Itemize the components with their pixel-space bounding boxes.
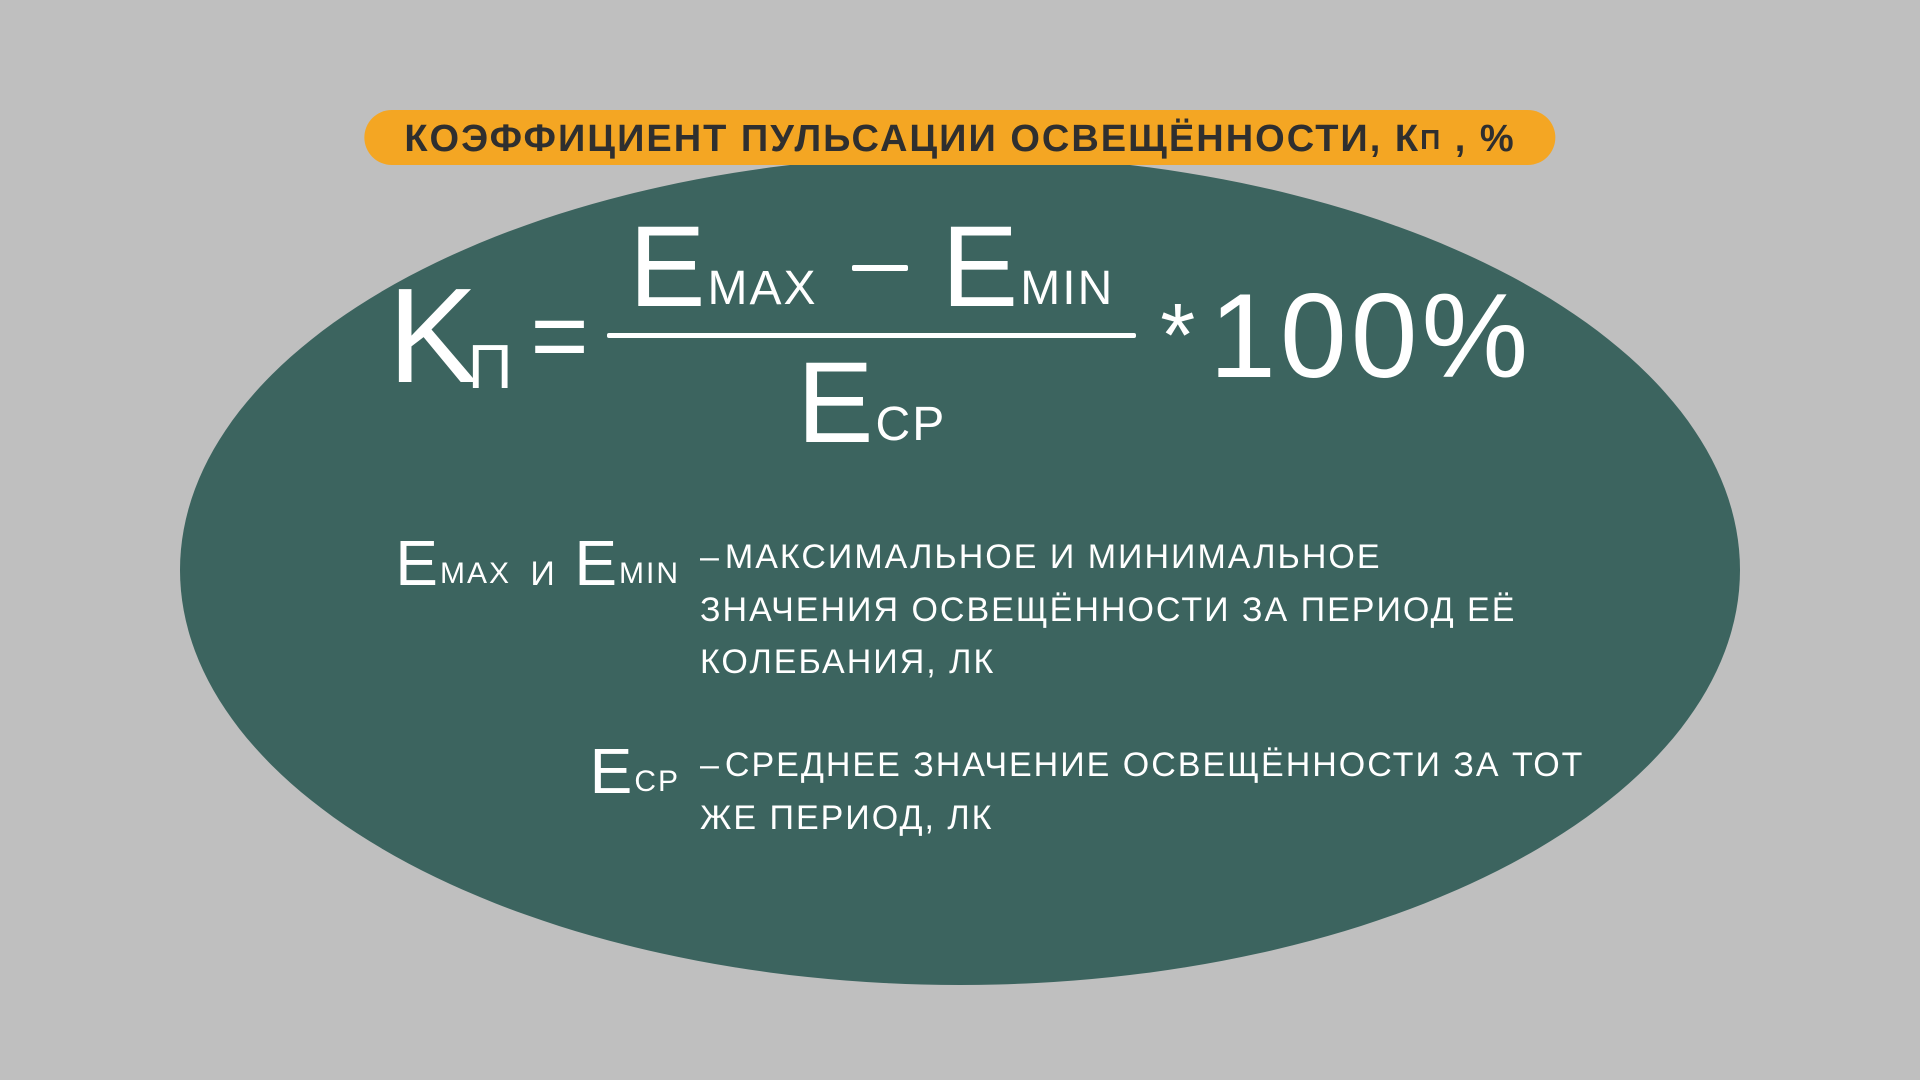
K-subscript: П [468, 333, 513, 402]
legend-Emin-sym: E [574, 527, 617, 599]
title-banner: КОЭФФИЦИЕНТ ПУЛЬСАЦИИ ОСВЕЩЁННОСТИ, КП ,… [364, 110, 1555, 165]
legend-row2-term: EСР [300, 739, 680, 844]
title-tail: , % [1442, 118, 1515, 160]
legend-Ecp-sym: E [590, 735, 633, 807]
E-cp-symbol: E [797, 339, 874, 467]
numerator: EMAX EMIN [607, 210, 1136, 325]
legend-Emax-sub: MAX [440, 557, 511, 590]
fraction-bar [607, 333, 1136, 338]
legend-Ecp-sub: СР [634, 765, 680, 798]
formula: KП = EMAX EMIN EСР * 100% [260, 210, 1660, 461]
legend-row1-def: МАКСИМАЛЬНОЕ И МИНИМАЛЬНОЕ ЗНАЧЕНИЯ ОСВЕ… [700, 531, 1590, 689]
equals-sign: = [530, 286, 588, 386]
numerator-term2: EMIN [942, 210, 1115, 325]
E-max-sub: MAX [708, 262, 818, 315]
minus-sign [852, 265, 908, 271]
legend: EMAX И EMIN МАКСИМАЛЬНОЕ И МИНИМАЛЬНОЕ З… [260, 531, 1660, 844]
legend-row1-term: EMAX И EMIN [300, 531, 680, 689]
content-area: KП = EMAX EMIN EСР * 100% E [260, 180, 1660, 844]
hundred-percent: 100% [1209, 276, 1532, 396]
numerator-term1: EMAX [629, 210, 818, 325]
fraction: EMAX EMIN EСР [607, 210, 1136, 461]
K-symbol: K [388, 260, 478, 411]
E-max-symbol: E [629, 203, 706, 331]
title-main: КОЭФФИЦИЕНТ ПУЛЬСАЦИИ ОСВЕЩЁННОСТИ, К [404, 118, 1420, 160]
legend-Emin-sub: MIN [619, 557, 680, 590]
denominator-term: EСР [797, 346, 946, 461]
denominator: EСР [775, 346, 968, 461]
title-subscript: П [1420, 124, 1442, 155]
legend-and: И [530, 555, 554, 593]
E-min-sub: MIN [1020, 262, 1114, 315]
formula-lhs: KП [388, 268, 513, 403]
E-min-symbol: E [942, 203, 1019, 331]
multiply-sign: * [1160, 291, 1195, 381]
legend-row2-def: СРЕДНЕЕ ЗНАЧЕНИЕ ОСВЕЩЁННОСТИ ЗА ТОТ ЖЕ … [700, 739, 1590, 844]
E-cp-sub: СР [876, 398, 947, 451]
legend-Emax-sym: E [395, 527, 438, 599]
